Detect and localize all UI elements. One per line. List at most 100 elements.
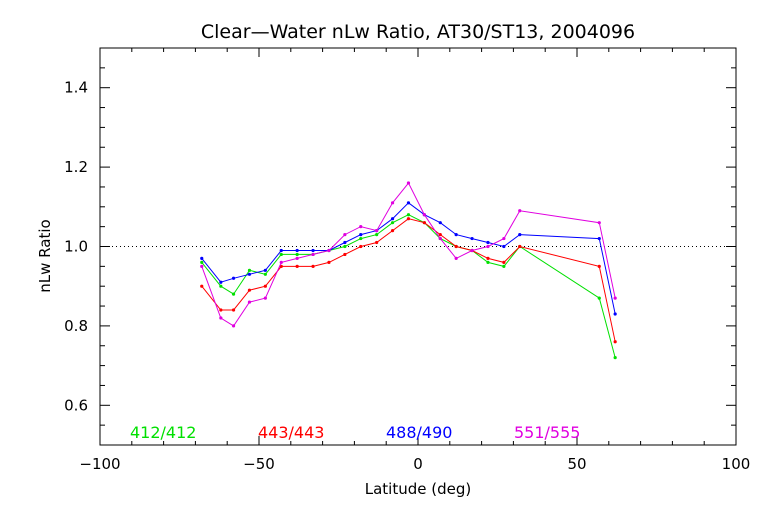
data-point <box>406 217 411 221</box>
data-point <box>219 280 223 284</box>
data-point <box>597 236 601 241</box>
data-point <box>454 256 458 261</box>
series-layer <box>200 181 617 360</box>
data-point <box>470 248 474 253</box>
data-point <box>406 201 411 205</box>
data-point <box>327 260 331 264</box>
legend-item-1: 412/412 <box>130 423 196 442</box>
data-point <box>359 244 363 249</box>
data-point <box>279 248 283 253</box>
data-point <box>518 244 522 249</box>
legend-item-3: 488/490 <box>386 423 452 442</box>
y-axis-ticks: 0.6 0.8 1.0 1.2 1.4 <box>64 47 736 446</box>
data-point <box>390 217 395 221</box>
data-point <box>343 252 347 257</box>
data-point <box>200 284 204 288</box>
data-point <box>279 252 283 257</box>
data-point <box>311 248 315 253</box>
data-point <box>613 296 617 300</box>
data-point <box>486 244 490 249</box>
data-point <box>231 276 236 280</box>
data-point <box>597 264 601 268</box>
legend-item-2: 443/443 <box>258 423 324 442</box>
data-point <box>518 209 522 213</box>
x-axis-label: Latitude (deg) <box>365 480 471 498</box>
data-point <box>375 240 379 245</box>
data-point <box>311 264 315 268</box>
x-tick-label: 50 <box>567 455 586 473</box>
data-point <box>518 232 522 237</box>
data-point <box>486 256 490 261</box>
data-point <box>311 252 315 257</box>
data-point <box>422 221 426 225</box>
data-point <box>438 236 442 241</box>
x-tick-label: 100 <box>722 455 751 473</box>
data-point <box>375 229 379 233</box>
data-point <box>295 264 299 268</box>
data-point <box>343 244 347 249</box>
data-point <box>613 312 617 316</box>
data-point <box>295 252 299 257</box>
y-axis-label: nLw Ratio <box>36 219 54 292</box>
y-tick-label: 1.4 <box>64 79 88 97</box>
data-point <box>470 236 474 241</box>
data-point <box>231 324 236 328</box>
data-point <box>343 240 347 245</box>
data-point <box>231 292 236 296</box>
data-point <box>613 340 617 344</box>
data-point <box>200 264 204 268</box>
series-line-2 <box>201 218 616 342</box>
data-point <box>263 268 267 272</box>
data-point <box>486 240 490 245</box>
data-point <box>390 221 395 225</box>
data-point <box>597 221 601 225</box>
data-point <box>247 288 252 292</box>
chart-title: Clear—Water nLw Ratio, AT30/ST13, 200409… <box>201 21 635 43</box>
data-point <box>231 308 236 312</box>
data-point <box>263 272 267 276</box>
data-point <box>247 272 252 276</box>
data-point <box>263 296 267 300</box>
data-point <box>247 300 252 304</box>
data-point <box>295 248 299 253</box>
data-point <box>502 244 506 249</box>
data-point <box>502 236 506 241</box>
data-point <box>502 264 506 268</box>
data-point <box>200 260 204 264</box>
data-point <box>359 236 363 241</box>
data-point <box>279 264 283 268</box>
data-point <box>454 232 458 237</box>
x-tick-label: −100 <box>79 455 120 473</box>
data-point <box>263 284 267 288</box>
data-point <box>279 260 283 264</box>
legend-item-4: 551/555 <box>514 423 580 442</box>
data-point <box>597 296 601 300</box>
data-point <box>219 284 223 288</box>
x-axis-ticks: −100 −50 0 50 100 <box>79 48 750 473</box>
data-point <box>219 316 223 320</box>
y-tick-label: 0.6 <box>64 396 88 414</box>
data-point <box>295 256 299 261</box>
data-point <box>375 232 379 237</box>
y-tick-label: 1.2 <box>64 158 88 176</box>
data-point <box>438 221 442 225</box>
data-point <box>359 225 363 229</box>
data-point <box>390 201 395 205</box>
data-point <box>327 248 331 253</box>
data-point <box>406 213 411 217</box>
data-point <box>343 232 347 237</box>
data-point <box>390 229 395 233</box>
data-point <box>613 356 617 360</box>
data-point <box>359 232 363 237</box>
data-point <box>454 244 458 249</box>
data-point <box>219 308 223 312</box>
x-tick-label: −50 <box>243 455 275 473</box>
y-tick-label: 0.8 <box>64 317 88 335</box>
data-point <box>486 260 490 264</box>
x-tick-label: 0 <box>413 455 423 473</box>
y-tick-label: 1.0 <box>64 238 88 256</box>
legend: 412/412 443/443 488/490 551/555 <box>130 423 580 442</box>
data-point <box>200 256 204 261</box>
data-point <box>422 213 426 217</box>
